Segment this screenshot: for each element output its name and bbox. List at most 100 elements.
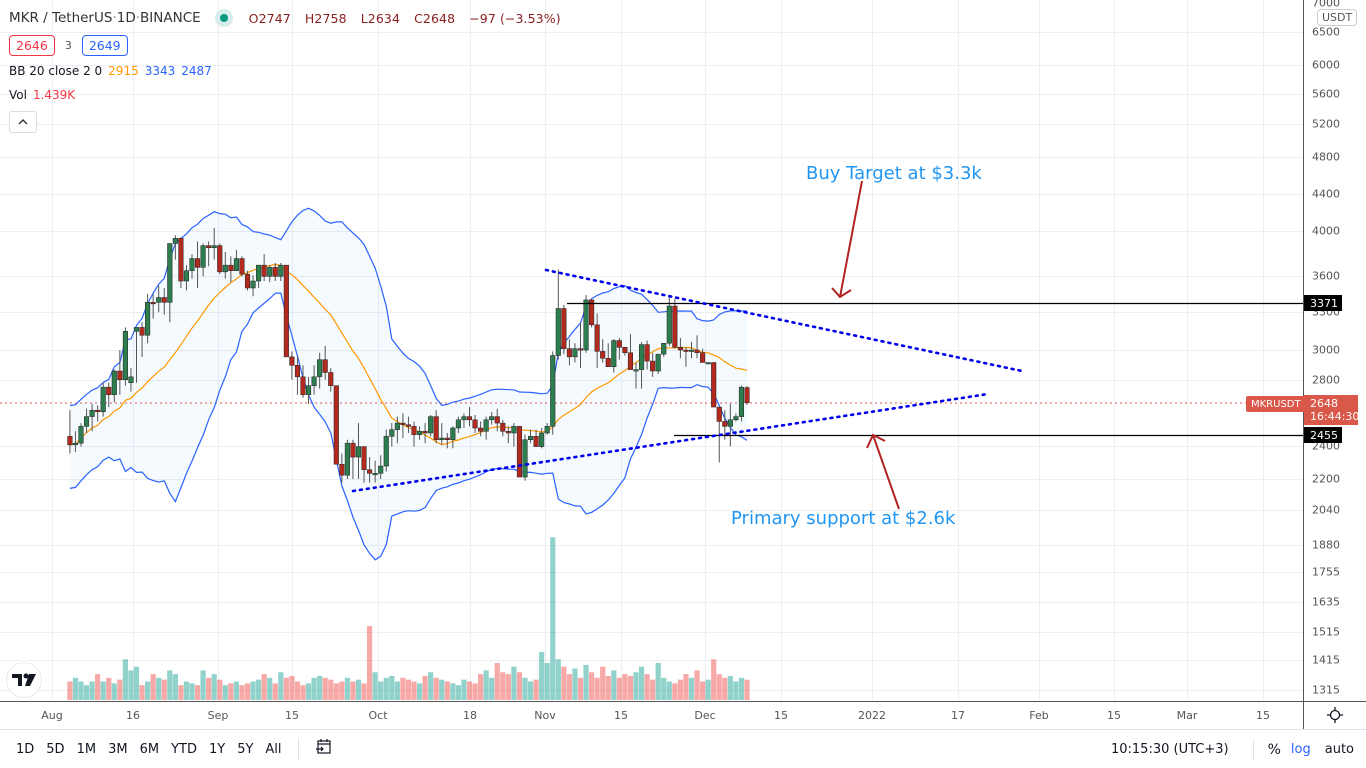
bar-countdown: 16:44:30 <box>1310 410 1360 423</box>
candle <box>272 267 278 277</box>
primary-support-annotation[interactable]: Primary support at $2.6k <box>731 508 956 529</box>
sell-button[interactable]: 2646 <box>9 34 55 56</box>
price-tick: 1415 <box>1312 653 1340 667</box>
time-tick: Feb <box>1029 709 1049 722</box>
bb-legend[interactable]: BB 20 close 2 0 2915 3343 2487 <box>9 61 566 81</box>
candle <box>611 340 617 367</box>
time-tick: 18 <box>463 709 477 722</box>
goto-date-button[interactable] <box>309 738 339 760</box>
range-button-3m[interactable]: 3M <box>108 741 128 757</box>
volume-bar <box>233 681 239 700</box>
range-button-1d[interactable]: 1D <box>16 741 35 757</box>
percent-scale-toggle[interactable]: % <box>1267 741 1281 758</box>
volume-bar <box>300 685 306 700</box>
volume-bar <box>244 683 251 700</box>
volume-bar <box>688 677 695 700</box>
volume-bar <box>111 683 117 700</box>
candle <box>267 267 273 277</box>
volume-bar <box>722 677 728 700</box>
candle <box>339 463 345 476</box>
volume-bar <box>172 674 178 700</box>
volume-bar <box>478 674 484 700</box>
volume-bar <box>677 679 683 700</box>
candle <box>133 327 140 332</box>
candle <box>633 369 639 372</box>
range-button-ytd[interactable]: YTD <box>171 741 197 757</box>
volume-bar <box>383 677 389 700</box>
range-button-all[interactable]: All <box>265 741 282 757</box>
log-scale-toggle[interactable]: log <box>1290 742 1311 757</box>
candle <box>489 416 495 421</box>
volume-bars <box>67 537 750 700</box>
price-tick: 4000 <box>1312 224 1340 238</box>
currency-badge[interactable]: USDT <box>1317 9 1358 26</box>
volume-bar <box>483 670 489 700</box>
time-tick: Aug <box>41 709 63 722</box>
candle <box>672 305 678 348</box>
volume-bar <box>372 672 378 700</box>
volume-bar <box>494 663 500 700</box>
volume-bar <box>511 666 517 700</box>
volume-bar <box>78 681 84 700</box>
volume-bar <box>200 670 206 700</box>
volume-bar <box>344 677 350 700</box>
calendar-goto-icon <box>315 739 331 754</box>
price-tick: 6500 <box>1312 25 1340 39</box>
auto-scale-toggle[interactable]: auto <box>1324 742 1354 757</box>
range-button-5d[interactable]: 5D <box>46 741 65 757</box>
candle <box>206 245 212 248</box>
candle <box>533 436 539 447</box>
range-button-1m[interactable]: 1M <box>76 741 97 757</box>
volume-bar <box>83 685 90 700</box>
candle <box>389 429 395 437</box>
vol-value: 1.439K <box>32 88 76 102</box>
divider <box>297 738 299 760</box>
volume-bar <box>616 677 622 700</box>
candle <box>211 245 217 248</box>
candle <box>300 376 306 395</box>
volume-bar <box>350 681 356 700</box>
volume-bar <box>600 666 606 700</box>
volume-bar <box>672 683 678 700</box>
volume-bar <box>539 651 545 700</box>
volume-bar <box>178 685 184 700</box>
support-arrow <box>872 434 900 510</box>
candle <box>450 427 456 440</box>
interval-label[interactable]: 1D <box>116 10 136 26</box>
volume-bar <box>544 663 550 700</box>
price-tick: 1755 <box>1312 565 1340 579</box>
volume-bar <box>305 683 312 700</box>
tradingview-logo[interactable] <box>6 662 42 698</box>
time-tick: 15 <box>1256 709 1270 722</box>
candle <box>433 416 439 440</box>
clock[interactable]: 10:15:30 (UTC+3) <box>1110 742 1229 757</box>
candle <box>183 270 189 282</box>
candle <box>106 386 112 395</box>
vol-legend[interactable]: Vol 1.439K <box>9 85 566 105</box>
price-tick: 2800 <box>1312 373 1340 387</box>
range-button-6m[interactable]: 6M <box>139 741 160 757</box>
range-button-1y[interactable]: 1Y <box>208 741 226 757</box>
open-label: O <box>248 10 259 26</box>
candle <box>516 426 523 478</box>
candle <box>355 446 362 458</box>
candle <box>677 347 683 351</box>
range-button-5y[interactable]: 5Y <box>237 741 254 757</box>
symbol-title[interactable]: MKR / TetherUS <box>9 10 113 26</box>
hline-label-resistance: 3371 <box>1304 295 1342 311</box>
exchange-label: BINANCE <box>140 10 201 26</box>
buy-target-annotation[interactable]: Buy Target at $3.3k <box>806 163 982 184</box>
candle <box>189 258 195 271</box>
volume-bar <box>455 685 461 700</box>
candle <box>738 386 745 417</box>
candle <box>111 370 117 395</box>
chart-settings-button[interactable] <box>1322 705 1348 725</box>
candle <box>744 387 750 403</box>
collapse-legend-button[interactable] <box>9 111 37 133</box>
buy-button[interactable]: 2649 <box>81 34 128 56</box>
date-range-buttons: 1D 5D 1M 3M 6M YTD 1Y 5Y All <box>0 742 288 757</box>
volume-bar <box>466 681 473 700</box>
volume-bar <box>339 681 345 700</box>
